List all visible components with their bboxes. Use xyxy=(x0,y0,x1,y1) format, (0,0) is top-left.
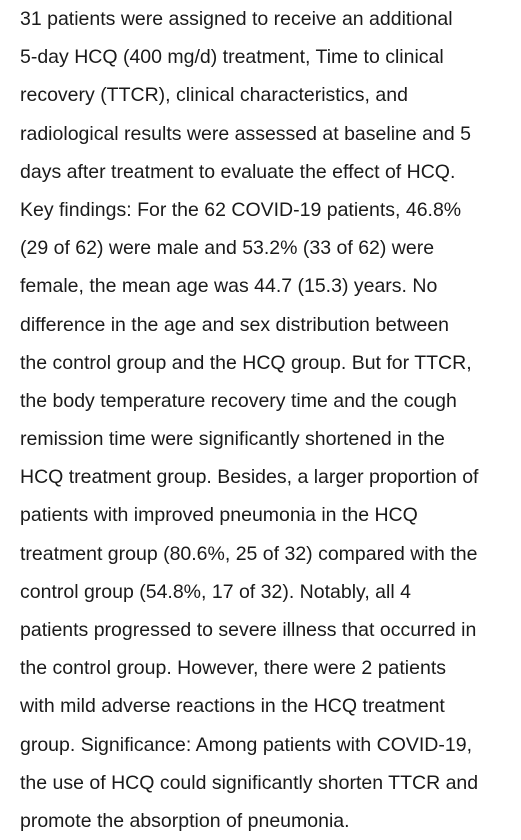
text-line: control group (54.8%, 17 of 32). Notably… xyxy=(20,580,411,603)
text-line: promote the absorption of pneumonia. xyxy=(20,809,350,832)
text-line: HCQ treatment group. Besides, a larger p… xyxy=(20,466,479,489)
text-line: radiological results were assessed at ba… xyxy=(20,122,471,145)
text-line: treatment group (80.6%, 25 of 32) compar… xyxy=(20,542,478,565)
document-body: 31 patients were assigned to receive an … xyxy=(20,0,510,840)
text-line: the body temperature recovery time and t… xyxy=(20,389,457,412)
text-line: the control group. However, there were 2… xyxy=(20,657,446,680)
text-line: 31 patients were assigned to receive an … xyxy=(20,8,453,30)
text-line: patients progressed to severe illness th… xyxy=(20,619,477,641)
text-line: with mild adverse reactions in the HCQ t… xyxy=(20,695,445,718)
text-line: 5-day HCQ (400 mg/d) treatment, Time to … xyxy=(20,46,444,69)
text-line: remission time were significantly shorte… xyxy=(20,428,445,451)
text-line: female, the mean age was 44.7 (15.3) yea… xyxy=(20,275,438,298)
text-line: Key findings: For the 62 COVID-19 patien… xyxy=(20,198,462,221)
text-line: group. Significance: Among patients with… xyxy=(20,733,472,756)
text-line: difference in the age and sex distributi… xyxy=(20,313,449,336)
text-line: recovery (TTCR), clinical characteristic… xyxy=(20,84,408,107)
text-line: days after treatment to evaluate the eff… xyxy=(20,160,456,183)
text-line: (29 of 62) were male and 53.2% (33 of 62… xyxy=(20,237,435,260)
text-line: patients with improved pneumonia in the … xyxy=(20,504,418,527)
text-line: the use of HCQ could significantly short… xyxy=(20,771,479,794)
text-line: the control group and the HCQ group. But… xyxy=(20,351,472,374)
